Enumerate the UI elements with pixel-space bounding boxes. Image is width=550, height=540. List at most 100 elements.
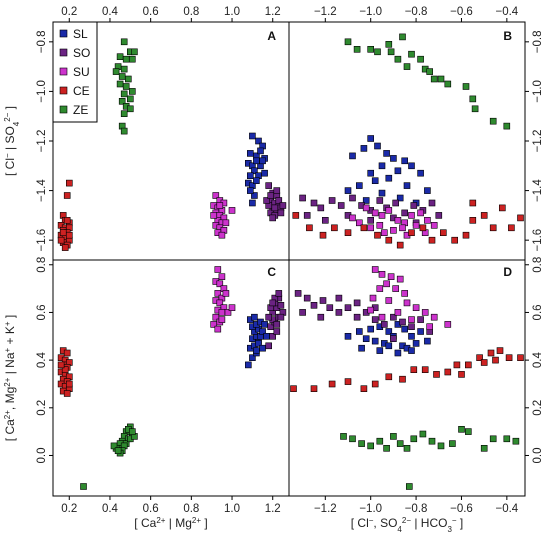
- marker-b-so-14: [428, 199, 436, 207]
- marker-c-sl-1: [249, 354, 256, 362]
- marker-b-ce-11: [428, 236, 436, 244]
- marker-c-ce-18: [57, 361, 65, 369]
- marker-a-so-15: [269, 214, 277, 222]
- marker-a-sl-16: [257, 147, 264, 155]
- marker-d-su-8: [369, 294, 377, 302]
- marker-c-su-11: [218, 309, 226, 316]
- marker-b-so-0: [299, 194, 306, 202]
- marker-d-ce-4: [360, 385, 368, 393]
- marker-d-su-11: [412, 304, 420, 312]
- marker-b-ze-5: [387, 48, 395, 56]
- marker-a-ze-19: [120, 110, 128, 117]
- marker-d-ze-11: [428, 437, 436, 445]
- marker-b-su-9: [355, 219, 363, 227]
- marker-d-so-9: [371, 316, 379, 323]
- marker-c-su-15: [214, 325, 222, 333]
- marker-a-so-14: [263, 197, 270, 204]
- marker-b-ce-10: [419, 224, 427, 232]
- marker-d-ce-16: [496, 347, 504, 354]
- xtick-label-c-1: 0.4: [102, 503, 119, 515]
- marker-a-so-16: [273, 187, 281, 194]
- marker-c-ze-19: [80, 483, 87, 490]
- marker-d-sl-17: [394, 349, 402, 357]
- marker-d-sl-15: [424, 337, 431, 345]
- marker-b-su-16: [380, 229, 388, 236]
- ytick-label-d-2: 0.4: [532, 352, 544, 369]
- marker-d-so-18: [335, 294, 343, 302]
- legend-label-so: SO: [73, 46, 90, 60]
- marker-d-ce-0: [290, 385, 297, 393]
- marker-a-su-0: [212, 192, 220, 199]
- marker-a-ce-0: [66, 179, 73, 187]
- marker-d-so-10: [380, 321, 388, 328]
- marker-a-su-17: [210, 212, 217, 219]
- marker-b-so-18: [367, 217, 375, 224]
- marker-d-ze-12: [437, 442, 445, 450]
- marker-d-so-0: [294, 290, 302, 297]
- marker-d-sl-1: [367, 325, 375, 333]
- marker-d-ze-20: [405, 483, 413, 490]
- marker-d-ce-21: [492, 356, 499, 364]
- legend-swatch-so: [59, 48, 68, 57]
- axis-ticks: 0.2 0.4 0.6 0.8 1.0 1.2 −0.8 −1.0 −1.2 −1.4 −1.6 −1…: [36, 6, 544, 515]
- marker-d-sl-20: [385, 342, 393, 350]
- marker-c-sl-19: [259, 344, 266, 352]
- xtick-label-d-0: −1.2: [314, 503, 337, 515]
- marker-a-ze-14: [120, 90, 128, 98]
- marker-d-ze-6: [390, 433, 397, 440]
- ytick-label-c-2: 0.4: [36, 352, 48, 369]
- marker-b-su-2: [378, 212, 386, 219]
- legend-swatch-ce: [59, 86, 68, 95]
- marker-d-ze-9: [410, 435, 418, 443]
- xtick-label-c-2: 0.6: [143, 503, 159, 515]
- marker-b-sl-20: [362, 197, 370, 204]
- ytick-label-a-4: −1.6: [36, 229, 48, 252]
- marker-b-so-21: [435, 212, 443, 219]
- marker-d-ze-2: [358, 440, 365, 447]
- marker-b-su-7: [417, 209, 424, 217]
- marker-b-sl-0: [367, 135, 375, 142]
- marker-b-su-0: [362, 204, 370, 212]
- xtick-label-c-5: 1.2: [265, 503, 281, 515]
- marker-b-sl-13: [371, 177, 379, 184]
- marker-d-so-14: [417, 316, 424, 323]
- marker-c-su-8: [216, 299, 224, 307]
- xtick-label-a-4: 1.0: [224, 6, 240, 18]
- marker-c-sl-15: [261, 321, 268, 328]
- marker-d-so-3: [319, 297, 327, 304]
- marker-d-sl-8: [362, 335, 370, 343]
- marker-d-ze-17: [489, 435, 497, 443]
- ytick-label-a-3: −1.4: [36, 179, 48, 202]
- marker-d-su-10: [403, 299, 411, 307]
- xtick-label-b-3: −0.6: [450, 6, 473, 18]
- marker-b-su-4: [394, 217, 402, 224]
- marker-d-ze-0: [340, 433, 347, 440]
- legend-label-ze: ZE: [73, 103, 88, 117]
- marker-b-ze-15: [462, 83, 470, 90]
- ytick-label-c-0: 0.0: [36, 447, 48, 463]
- marker-b-sl-9: [394, 167, 402, 175]
- legend-label-ce: CE: [73, 84, 90, 98]
- marker-b-sl-18: [396, 194, 404, 202]
- marker-d-ce-1: [310, 385, 318, 393]
- marker-d-sl-21: [408, 347, 415, 354]
- marker-b-sl-6: [401, 157, 409, 165]
- marker-d-su-16: [378, 313, 386, 321]
- y-axis-label-top: [ Cl− | SO42− ]: [3, 106, 21, 176]
- marker-c-sl-0: [245, 361, 252, 369]
- marker-a-sl-3: [247, 150, 254, 157]
- marker-b-ze-19: [503, 122, 511, 130]
- marker-a-ze-5: [129, 55, 136, 63]
- xtick-label-a-2: 0.6: [143, 6, 159, 18]
- marker-b-ce-14: [462, 231, 470, 239]
- marker-a-ze-13: [129, 88, 136, 95]
- marker-b-sl-8: [408, 162, 415, 170]
- marker-a-su-19: [216, 202, 224, 209]
- marker-d-ce-6: [385, 373, 393, 381]
- marker-c-so-2: [273, 328, 281, 335]
- xtick-label-c-4: 1.0: [224, 503, 240, 515]
- marker-b-ce-8: [396, 241, 404, 249]
- marker-a-so-18: [267, 192, 275, 199]
- marker-d-ce-17: [505, 354, 513, 362]
